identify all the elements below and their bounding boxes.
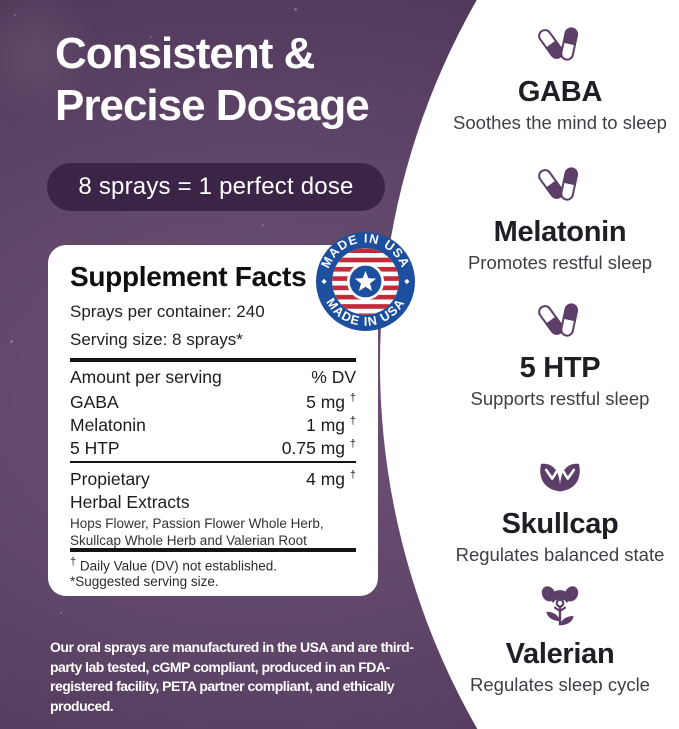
leaves-icon — [535, 450, 585, 502]
ingredient-name: GABA — [70, 392, 119, 412]
sprays-per-container: Sprays per container: 240 — [70, 302, 265, 321]
ingredient-description: Soothes the mind to sleep — [453, 112, 667, 133]
table-row: GABA 5 mg † — [70, 392, 356, 413]
ingredient-name: 5 HTP — [70, 438, 120, 458]
star-icon — [354, 270, 377, 291]
ingredient-amount: 1 mg — [306, 415, 345, 435]
ingredient-name: Valerian — [505, 638, 615, 670]
page-title-line2: Precise Dosage — [55, 81, 370, 131]
dose-badge-label: 8 sprays = 1 perfect dose — [78, 173, 354, 200]
proprietary-row: Propietary 4 mg † — [70, 469, 356, 490]
ingredient-name: 5 HTP — [519, 352, 601, 384]
star-speck — [150, 36, 152, 38]
star-speck — [10, 340, 13, 343]
ingredient-amount: 0.75 mg — [281, 438, 345, 458]
capsules-icon — [535, 158, 585, 210]
ingredient-description: Regulates balanced state — [455, 544, 665, 565]
table-row: Melatonin 1 mg † — [70, 415, 356, 436]
amount-per-serving-label: Amount per serving — [70, 367, 222, 387]
manufacturing-statement: Our oral sprays are manufactured in the … — [50, 639, 414, 714]
facts-header-row: Amount per serving % DV — [70, 367, 356, 388]
proprietary-row-line2: Herbal Extracts — [70, 492, 356, 513]
ingredient-name: Melatonin — [493, 216, 627, 248]
page-title: Consistent & Precise Dosage — [55, 28, 370, 133]
star-speck — [14, 14, 16, 16]
made-in-usa-seal-icon: MADE IN USA MADE IN USA — [316, 232, 415, 331]
ingredient-item-melatonin: Melatonin Promotes restful sleep — [441, 158, 679, 274]
dose-badge: 8 sprays = 1 perfect dose — [47, 163, 385, 211]
table-row: 5 HTP 0.75 mg † — [70, 438, 356, 459]
page-title-line1: Consistent & — [55, 29, 315, 78]
footnote-daily-value: † Daily Value (DV) not established. — [70, 556, 277, 574]
dagger-symbol: † — [349, 415, 356, 428]
ingredient-name: Skullcap — [501, 508, 619, 540]
ingredient-name: GABA — [517, 76, 603, 108]
ingredient-item-5htp: 5 HTP Supports restful sleep — [441, 294, 679, 410]
made-in-usa-badge: MADE IN USA MADE IN USA — [315, 231, 416, 337]
capsules-icon — [535, 294, 585, 346]
proprietary-name: Propietary — [70, 469, 150, 489]
divider-thin — [70, 461, 356, 463]
herbal-extracts-label: Herbal Extracts — [70, 492, 190, 512]
star-speck — [60, 612, 62, 614]
supplement-facts-title: Supplement Facts — [70, 261, 307, 292]
proprietary-amount: 4 mg — [306, 469, 345, 489]
ingredient-description: Supports restful sleep — [470, 388, 650, 409]
ingredient-amount: 5 mg — [306, 392, 345, 412]
ingredient-name: Melatonin — [70, 415, 146, 435]
proprietary-description: Hops Flower, Passion Flower Whole Herb, … — [70, 516, 324, 548]
ingredient-description: Promotes restful sleep — [467, 252, 653, 273]
capsules-icon — [535, 18, 585, 70]
ingredient-item-valerian: Valerian Regulates sleep cycle — [441, 580, 679, 696]
ingredient-description: Regulates sleep cycle — [470, 674, 650, 695]
percent-dv-label: % DV — [311, 367, 356, 387]
ingredient-item-skullcap: Skullcap Regulates balanced state — [441, 450, 679, 566]
serving-size: Serving size: 8 sprays* — [70, 330, 243, 349]
star-speck — [262, 224, 264, 226]
dagger-symbol: † — [349, 392, 356, 405]
footnote-serving-size: *Suggested serving size. — [70, 574, 219, 589]
ingredient-item-gaba: GABA Soothes the mind to sleep — [441, 18, 679, 134]
dagger-symbol: † — [70, 556, 77, 568]
divider-thick — [70, 358, 356, 362]
flower-icon — [540, 580, 580, 632]
divider-thick — [70, 548, 356, 552]
background-curve — [380, 0, 679, 729]
star-speck — [294, 8, 297, 11]
dagger-symbol: † — [349, 469, 356, 482]
dagger-symbol: † — [349, 438, 356, 451]
